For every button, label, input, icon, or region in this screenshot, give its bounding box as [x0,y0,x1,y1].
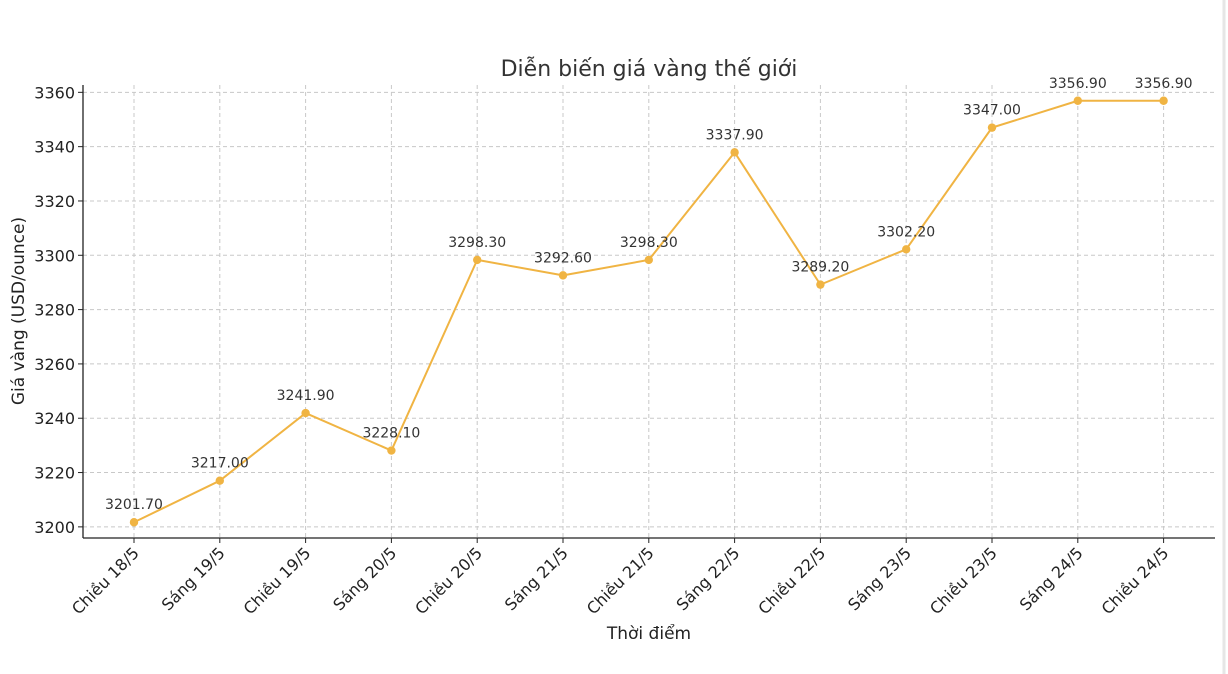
data-point [902,245,911,254]
data-label: 3298.30 [448,235,506,251]
x-ticks: Chiều 18/5 Sáng 19/5 Chiều 19/5 Sáng 20/5 Ch… [68,538,1172,618]
y-tick-label: 3220 [34,464,75,483]
data-point [558,271,568,280]
x-axis-title: Thời điểm [606,623,691,644]
data-point [644,255,653,265]
data-point [387,446,396,455]
data-point [473,255,482,265]
x-tick-label: Chiều 23/5 [926,543,1001,618]
y-tick-label: 3360 [34,83,75,102]
data-label: 3228.10 [362,426,420,442]
chart-title: Diễn biến giá vàng thế giới [501,56,798,82]
y-tick-label: 3320 [34,192,75,211]
data-label: 3298.30 [620,235,678,251]
y-ticks: 3200 3220 3240 3260 3280 3300 3320 3340 3360 [34,83,83,537]
x-tick-label: Sáng 20/5 [329,543,400,614]
x-tick-label: Sáng 24/5 [1016,543,1087,614]
x-tick-label: Chiều 20/5 [411,543,486,618]
x-tick-label: Chiều 21/5 [583,543,658,618]
data-point [301,408,310,418]
x-tick-label: Chiều 24/5 [1098,543,1173,618]
data-label: 3356.90 [1049,76,1107,92]
x-tick-label: Sáng 23/5 [844,543,915,614]
x-tick-label: Sáng 21/5 [501,543,572,614]
data-label: 3337.90 [706,127,764,143]
data-point [1159,96,1168,105]
data-label: 3292.60 [534,250,592,266]
y-tick-label: 3240 [34,409,75,428]
y-tick-label: 3300 [34,246,75,265]
data-label: 3241.90 [277,388,335,404]
data-label: 3217.00 [191,456,249,472]
y-tick-label: 3340 [34,138,75,157]
data-point [987,123,997,132]
data-labels: 3201.70 3217.00 3241.90 3228.10 3298.30 3292.… [105,76,1193,513]
data-label: 3356.90 [1135,76,1193,92]
x-tick-label: Chiều 19/5 [240,543,315,618]
y-tick-label: 3260 [34,355,75,374]
x-tick-label: Sáng 19/5 [158,543,229,614]
data-label: 3201.70 [105,497,163,513]
data-label: 3347.00 [963,103,1021,119]
x-tick-label: Sáng 22/5 [673,543,744,614]
x-tick-label: Chiều 18/5 [68,543,143,618]
x-tick-label: Chiều 22/5 [754,543,829,618]
y-tick-label: 3200 [34,518,75,537]
data-point [730,148,739,157]
data-label: 3302.20 [877,224,935,240]
data-point [1073,96,1083,105]
series [129,96,1168,527]
data-label: 3289.20 [791,260,849,276]
y-tick-label: 3280 [34,301,75,320]
data-point [816,280,825,289]
y-axis-title: Giá vàng (USD/ounce) [9,217,29,405]
data-point [215,476,224,485]
grid [83,85,1215,538]
data-point [129,518,139,527]
